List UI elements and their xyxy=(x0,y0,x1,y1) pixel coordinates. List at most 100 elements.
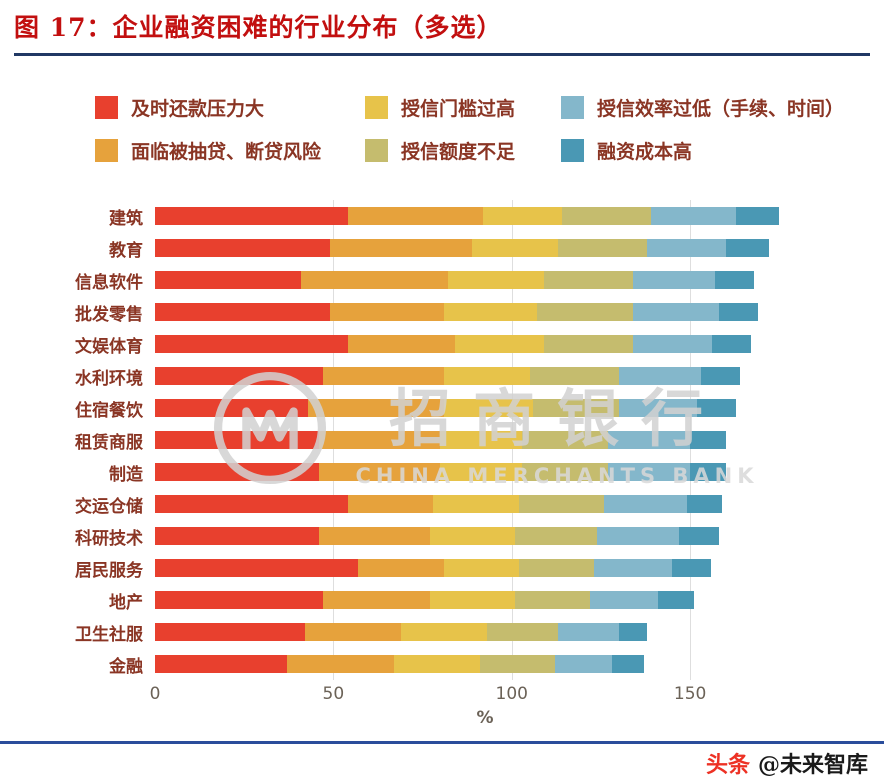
bar-segment xyxy=(700,367,741,385)
category-label: 住宿餐饮 xyxy=(75,400,143,421)
bar-segment xyxy=(618,623,648,641)
bar-track xyxy=(155,399,815,417)
category-label: 居民服务 xyxy=(75,560,143,581)
bar-row: 卫生社服 xyxy=(14,616,870,648)
bar-segment xyxy=(347,495,434,513)
bar-segment xyxy=(533,399,619,417)
category-label: 信息软件 xyxy=(75,272,143,293)
legend-color-swatch xyxy=(95,96,118,119)
bar-track xyxy=(155,463,815,481)
legend-item: 授信额度不足 xyxy=(365,137,561,164)
figure-header: 图 17：企业融资困难的行业分布（多选） xyxy=(0,0,884,56)
bar-track xyxy=(155,367,815,385)
footer-divider xyxy=(0,741,884,744)
bar-segment xyxy=(155,239,330,257)
bar-segment xyxy=(558,239,648,257)
bar-segment xyxy=(443,303,537,321)
legend-item: 及时还款压力大 xyxy=(95,94,365,121)
bar-segment xyxy=(554,655,612,673)
bar-segment xyxy=(308,399,444,417)
bar-track xyxy=(155,527,815,545)
x-tick-label: 150 xyxy=(673,684,707,704)
bar-segment xyxy=(155,399,309,417)
bar-segment xyxy=(155,207,348,225)
bar-segment xyxy=(447,271,544,289)
bar-row: 建筑 xyxy=(14,200,870,232)
bar-track xyxy=(155,303,815,321)
bar-row: 租赁商服 xyxy=(14,424,870,456)
bar-segment xyxy=(725,239,769,257)
bar-segment xyxy=(543,271,634,289)
bar-row: 水利环境 xyxy=(14,360,870,392)
bar-segment xyxy=(429,527,516,545)
category-label: 科研技术 xyxy=(75,528,143,549)
bar-rows: 建筑 教育 信息软件 批发零售 文娱体育 水利环境 住宿餐饮 租赁商服 制造 交运仓储 科研技术 居民… xyxy=(14,200,870,680)
bar-segment xyxy=(608,463,691,481)
bar-segment xyxy=(518,559,594,577)
bar-segment xyxy=(558,623,619,641)
category-label: 教育 xyxy=(109,240,143,261)
bar-segment xyxy=(679,527,719,545)
bar-track xyxy=(155,335,815,353)
bar-track xyxy=(155,655,815,673)
bar-row: 教育 xyxy=(14,232,870,264)
bar-segment xyxy=(672,559,712,577)
bar-row: 地产 xyxy=(14,584,870,616)
legend-item-label: 授信效率过低（手续、时间） xyxy=(597,98,845,120)
bar-segment xyxy=(443,367,530,385)
bar-segment xyxy=(429,591,516,609)
legend-item-label: 及时还款压力大 xyxy=(131,98,265,120)
bar-segment xyxy=(690,463,726,481)
bar-track xyxy=(155,495,815,513)
bar-segment xyxy=(633,335,712,353)
bar-segment xyxy=(155,559,359,577)
bar-segment xyxy=(301,271,448,289)
bar-segment xyxy=(590,591,658,609)
bar-segment xyxy=(633,303,719,321)
legend-item-label: 授信门槛过高 xyxy=(401,98,516,120)
bar-track xyxy=(155,431,815,449)
bar-row: 金融 xyxy=(14,648,870,680)
toutiao-brand-mark: 头条 xyxy=(705,752,750,778)
bar-segment xyxy=(515,527,598,545)
bar-segment xyxy=(715,271,755,289)
bar-segment xyxy=(479,655,555,673)
bar-segment xyxy=(155,271,302,289)
bar-segment xyxy=(155,367,323,385)
bar-segment xyxy=(529,367,619,385)
bar-segment xyxy=(155,591,323,609)
bar-segment xyxy=(686,495,723,513)
bar-segment xyxy=(304,623,402,641)
bar-segment xyxy=(155,463,320,481)
header-divider xyxy=(14,53,870,56)
bar-segment xyxy=(593,559,673,577)
credit-handle: @未来智库 xyxy=(757,752,868,778)
bar-segment xyxy=(611,655,644,673)
legend-item: 授信门槛过高 xyxy=(365,94,561,121)
bar-segment xyxy=(287,655,395,673)
bar-segment xyxy=(329,239,473,257)
bar-segment xyxy=(454,335,544,353)
category-label: 租赁商服 xyxy=(75,432,143,453)
bar-segment xyxy=(536,303,634,321)
bar-row: 科研技术 xyxy=(14,520,870,552)
bar-segment xyxy=(319,527,430,545)
x-axis: 0 50 100 150 xyxy=(150,680,815,706)
bar-segment xyxy=(597,527,680,545)
bar-segment xyxy=(155,655,287,673)
legend-color-swatch xyxy=(365,96,388,119)
bar-segment xyxy=(155,527,320,545)
bar-segment xyxy=(443,399,534,417)
bar-row: 居民服务 xyxy=(14,552,870,584)
bar-segment xyxy=(347,207,484,225)
category-label: 卫生社服 xyxy=(75,624,143,645)
legend-color-swatch xyxy=(365,139,388,162)
bar-segment xyxy=(633,271,716,289)
bar-segment xyxy=(604,495,687,513)
bar-segment xyxy=(543,335,634,353)
legend-item: 融资成本高 xyxy=(561,137,878,164)
bar-row: 文娱体育 xyxy=(14,328,870,360)
bar-row: 批发零售 xyxy=(14,296,870,328)
bar-segment xyxy=(401,623,487,641)
bar-segment xyxy=(319,431,441,449)
